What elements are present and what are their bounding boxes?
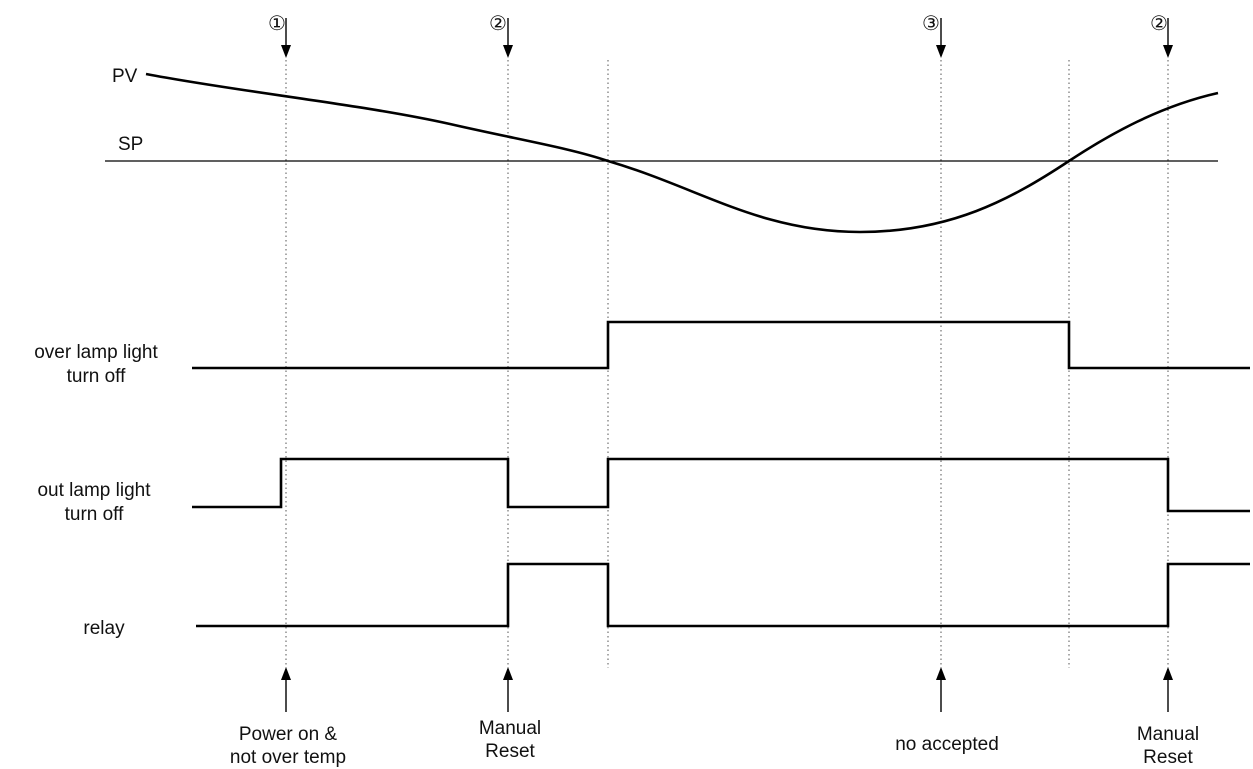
marker-4-label: ②	[1150, 13, 1168, 35]
event-4-label-line-2: Reset	[1143, 747, 1193, 768]
relay-waveform	[196, 562, 1250, 628]
event-4-arrow-head	[1163, 667, 1173, 680]
marker-3-arrow-head	[936, 45, 946, 58]
event-2-arrow-head	[503, 667, 513, 680]
out-lamp-label-line-1: out lamp light	[37, 480, 151, 501]
over-lamp-label-line-2: turn off	[67, 366, 127, 387]
event-4-label-line-1: Manual	[1137, 724, 1199, 745]
marker-3-label: ③	[922, 13, 940, 35]
relay-label: relay	[83, 618, 125, 639]
event-1-label-line-2: not over temp	[230, 747, 346, 768]
marker-2-arrow-head	[503, 45, 513, 58]
event-3-arrow-head	[936, 667, 946, 680]
marker-2-label: ②	[489, 13, 507, 35]
pv-label: PV	[112, 66, 138, 87]
marker-1-arrow-head	[281, 45, 291, 58]
event-1-arrow-head	[281, 667, 291, 680]
over-lamp-label-line-1: over lamp light	[34, 342, 158, 363]
over-lamp-waveform	[192, 320, 1250, 370]
sp-label: SP	[118, 134, 143, 155]
pv-curve	[145, 72, 1219, 234]
event-2-label-line-2: Reset	[485, 741, 535, 762]
marker-1-label: ①	[268, 13, 286, 35]
event-3-label: no accepted	[895, 734, 999, 755]
event-2-label-line-1: Manual	[479, 718, 541, 739]
out-lamp-label-line-2: turn off	[65, 504, 125, 525]
marker-4-arrow-head	[1163, 45, 1173, 58]
out-lamp-waveform	[192, 457, 1250, 513]
event-1-label-line-1: Power on &	[239, 724, 338, 745]
